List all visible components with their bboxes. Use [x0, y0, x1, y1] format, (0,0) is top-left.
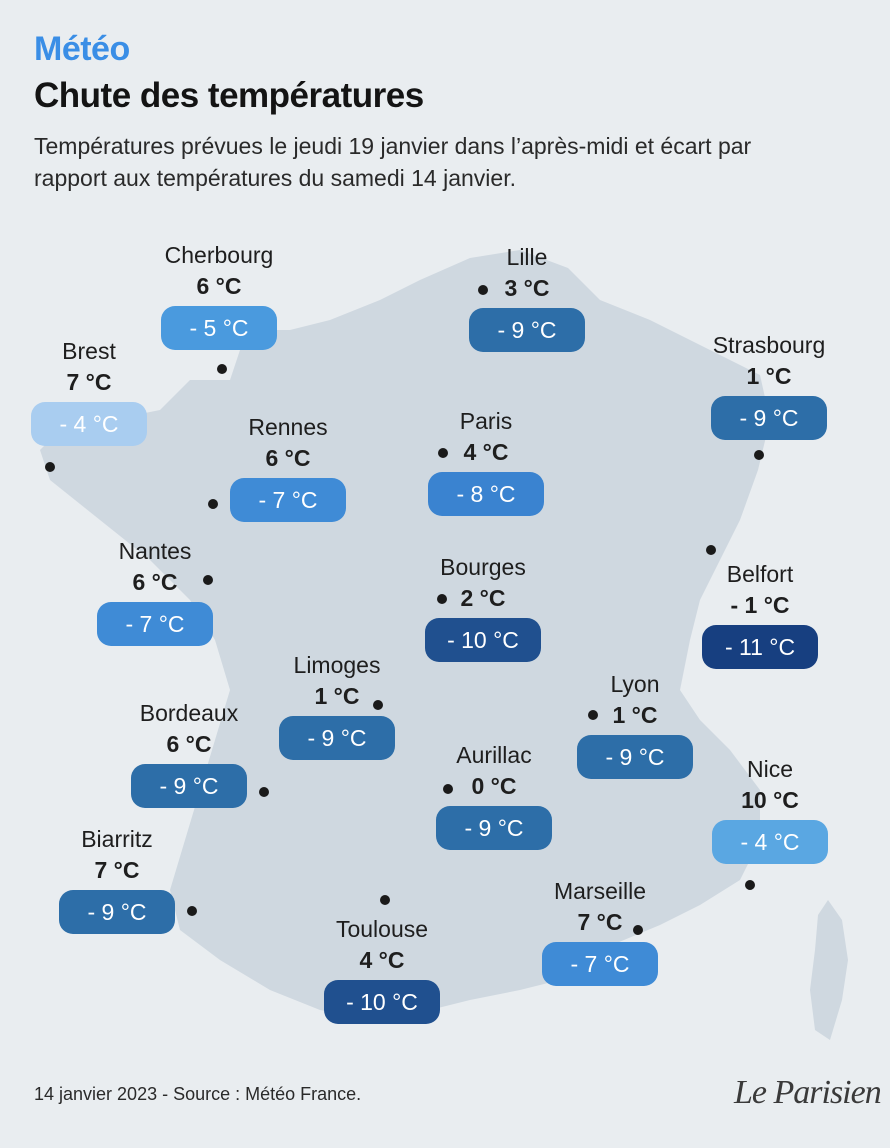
- city-brest: Brest 7 °C - 4 °C: [30, 336, 148, 446]
- city-temp: 10 °C: [741, 787, 799, 813]
- temp-diff-badge: - 7 °C: [230, 478, 346, 522]
- cherbourg-dot: [217, 364, 227, 374]
- city-temp: 6 °C: [132, 569, 178, 595]
- biarritz-dot: [187, 906, 197, 916]
- toulouse-dot: [380, 895, 390, 905]
- city-belfort: Belfort - 1 °C - 11 °C: [701, 559, 819, 669]
- city-lyon: Lyon 1 °C - 9 °C: [576, 669, 694, 779]
- city-name: Paris: [459, 408, 513, 434]
- city-temp: 3 °C: [504, 275, 550, 301]
- temp-diff-badge: - 4 °C: [31, 402, 147, 446]
- kicker-title: Météo: [34, 30, 130, 68]
- temp-diff-badge: - 9 °C: [59, 890, 175, 934]
- city-temp: 7 °C: [66, 369, 112, 395]
- city-bourges: Bourges 2 °C - 10 °C: [424, 552, 542, 662]
- city-bordeaux: Bordeaux 6 °C - 9 °C: [126, 698, 252, 808]
- lyon-dot: [588, 710, 598, 720]
- limoges-dot: [373, 700, 383, 710]
- city-nice: Nice 10 °C - 4 °C: [711, 754, 829, 864]
- paris-dot: [438, 448, 448, 458]
- aurillac-dot: [443, 784, 453, 794]
- temp-diff-badge: - 4 °C: [712, 820, 828, 864]
- city-limoges: Limoges 1 °C - 9 °C: [278, 650, 396, 760]
- city-temp: 4 °C: [463, 439, 509, 465]
- city-temp: 4 °C: [359, 947, 405, 973]
- city-temp: 1 °C: [746, 363, 792, 389]
- city-temp: 7 °C: [577, 909, 623, 935]
- marseille-dot: [633, 925, 643, 935]
- subtitle: Températures prévues le jeudi 19 janvier…: [34, 133, 752, 191]
- strasbourg-dot: [754, 450, 764, 460]
- temp-diff-badge: - 11 °C: [702, 625, 818, 669]
- city-aurillac: Aurillac 0 °C - 9 °C: [435, 740, 553, 850]
- temp-diff-badge: - 9 °C: [279, 716, 395, 760]
- city-name: Marseille: [553, 878, 647, 904]
- page-title: Chute des températures: [34, 76, 424, 115]
- temp-diff-badge: - 9 °C: [131, 764, 247, 808]
- city-name: Lyon: [610, 671, 660, 697]
- city-lille: Lille 3 °C - 9 °C: [468, 242, 586, 352]
- lille-dot: [478, 285, 488, 295]
- city-rennes: Rennes 6 °C - 7 °C: [229, 412, 347, 522]
- temp-diff-badge: - 5 °C: [161, 306, 277, 350]
- le-parisien-logo: Le Parisien: [734, 1074, 882, 1111]
- city-name: Rennes: [248, 414, 328, 440]
- city-toulouse: Toulouse 4 °C - 10 °C: [323, 914, 441, 1024]
- bourges-dot: [437, 594, 447, 604]
- belfort-dot: [706, 545, 716, 555]
- temp-diff-badge: - 9 °C: [469, 308, 585, 352]
- city-temp: 0 °C: [471, 773, 517, 799]
- temp-diff-badge: - 9 °C: [577, 735, 693, 779]
- city-biarritz: Biarritz 7 °C - 9 °C: [58, 824, 176, 934]
- city-temp: 2 °C: [460, 585, 506, 611]
- city-name: Strasbourg: [712, 332, 826, 358]
- city-temp: 1 °C: [612, 702, 658, 728]
- city-temp: 1 °C: [314, 683, 360, 709]
- city-name: Cherbourg: [164, 242, 274, 268]
- city-name: Toulouse: [335, 916, 429, 942]
- city-temp: 6 °C: [196, 273, 242, 299]
- city-name: Lille: [506, 244, 548, 270]
- temp-diff-badge: - 7 °C: [542, 942, 658, 986]
- city-temp: 7 °C: [94, 857, 140, 883]
- city-marseille: Marseille 7 °C - 7 °C: [541, 876, 659, 986]
- city-name: Nantes: [118, 538, 192, 564]
- city-name: Biarritz: [81, 826, 153, 852]
- rennes-dot: [208, 499, 218, 509]
- temp-diff-badge: - 10 °C: [425, 618, 541, 662]
- brest-dot: [45, 462, 55, 472]
- city-temp: 6 °C: [166, 731, 212, 757]
- city-name: Nice: [746, 756, 793, 782]
- city-name: Bordeaux: [139, 700, 239, 726]
- city-temp: 6 °C: [265, 445, 311, 471]
- city-name: Limoges: [293, 652, 381, 678]
- city-temp: - 1 °C: [730, 592, 790, 618]
- temp-diff-badge: - 7 °C: [97, 602, 213, 646]
- city-paris: Paris 4 °C - 8 °C: [427, 406, 545, 516]
- city-cherbourg: Cherbourg 6 °C - 5 °C: [155, 240, 283, 350]
- mainland-shape: [40, 250, 770, 1020]
- city-name: Bourges: [440, 554, 526, 580]
- source-footer: 14 janvier 2023 - Source : Météo France.: [34, 1084, 362, 1104]
- temp-diff-badge: - 8 °C: [428, 472, 544, 516]
- temp-diff-badge: - 9 °C: [711, 396, 827, 440]
- city-strasbourg: Strasbourg 1 °C - 9 °C: [704, 330, 834, 440]
- city-name: Brest: [62, 338, 116, 364]
- temp-diff-badge: - 9 °C: [436, 806, 552, 850]
- city-name: Belfort: [726, 561, 794, 587]
- city-name: Aurillac: [456, 742, 532, 768]
- city-nantes: Nantes 6 °C - 7 °C: [96, 536, 214, 646]
- temp-diff-badge: - 10 °C: [324, 980, 440, 1024]
- corsica-shape: [810, 900, 848, 1040]
- nice-dot: [745, 880, 755, 890]
- bordeaux-dot: [259, 787, 269, 797]
- nantes-dot: [203, 575, 213, 585]
